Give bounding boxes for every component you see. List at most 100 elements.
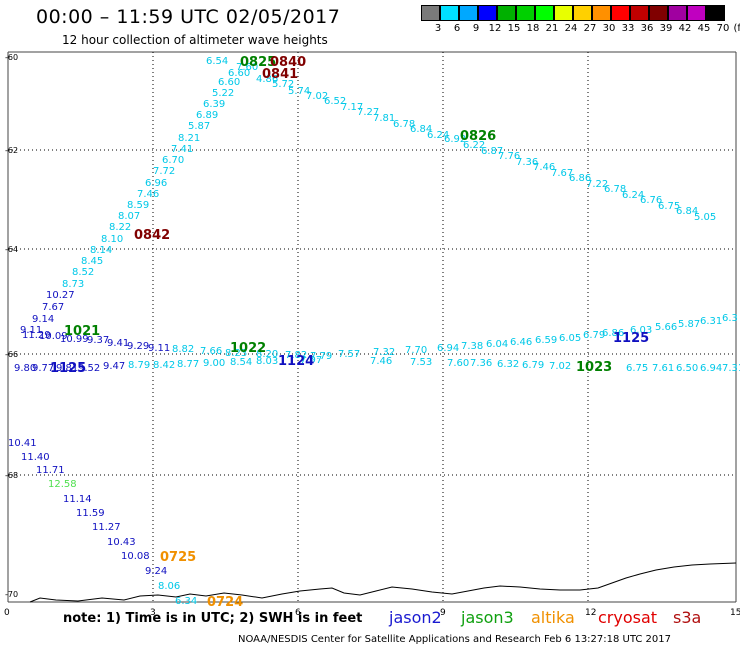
swh-value: 11.14 [63,494,92,505]
y-tick-label: -70 [5,590,18,599]
swh-value: 6.04 [486,339,508,350]
swh-values: 6.547.606.606.60 4.865.725.745.226.397.02… [8,56,740,607]
scale-swatch [554,5,573,21]
y-tick-label: -64 [5,245,18,254]
scale-label: 45 [697,23,711,34]
scale-label: 42 [678,23,692,34]
scale-swatch [706,5,725,21]
swh-value: 9.37 [87,335,109,346]
swh-value: 7.97 [300,355,322,366]
swh-value: 5.72 [272,79,294,90]
swh-value: 6.59 [535,335,557,346]
pass-time-label: 0841 [262,67,298,82]
units-note: note: 1) Time is in UTC; 2) SWH is in fe… [63,611,363,626]
x-tick-label: 9 [440,608,446,618]
pass-time-label: 0825 [240,55,276,70]
swh-value: 6.60 [228,68,250,79]
swh-value: 7.61 [652,363,674,374]
swh-value: 6.60 [218,77,240,88]
scale-label: 24 [564,23,578,34]
swh-value: 11.71 [36,465,65,476]
pass-time-label: 1021 [64,324,100,339]
scale-swatch [478,5,497,21]
swh-value: 7.82 [285,350,307,361]
scale-swatch [668,5,687,21]
scale-label: 21 [545,23,559,34]
x-tick-label: 6 [295,608,301,618]
swh-value: 5.66 [655,322,677,333]
swh-value: 7.66 [200,346,222,357]
scale-label: 39 [659,23,673,34]
swh-value: 7.38 [461,341,483,352]
swh-value: 9.41 [107,338,129,349]
swh-value: 8.14 [90,245,112,256]
swh-value: 6.31 [700,316,722,327]
swh-value: 9.80 [14,363,36,374]
swh-value: 5.74 [288,86,310,97]
swh-value: 8.73 [62,279,84,290]
swh-value: 8.59 [127,200,149,211]
scale-label: 30 [602,23,616,34]
swh-value: 6.3 [722,313,738,324]
swh-value: 6.24 [427,130,449,141]
scale-swatch [630,5,649,21]
swh-value: 6.54 [206,56,228,67]
swh-value: 7.46 [533,162,555,173]
pass-time-label: 0840 [270,55,306,70]
swh-value: 6.94 [700,363,722,374]
swh-value: 10.41 [8,438,37,449]
scale-label: 6 [453,23,461,34]
swh-value: 6.03 [630,325,652,336]
scale-label: 27 [583,23,597,34]
pass-time-label: 0826 [460,129,496,144]
swh-value: 8.06 [158,581,180,592]
swh-value: 7.76 [498,151,520,162]
swh-value: 9.77 [32,363,54,374]
coastline [29,562,737,603]
scale-swatch [649,5,668,21]
swh-value: 8.07 [118,211,140,222]
swh-value: 7.70 [405,345,427,356]
swh-value: 6.78 [604,184,626,195]
swh-value: 11.59 [76,508,105,519]
pass-time-label: 1124 [278,354,314,369]
swh-value: 6.75 [626,363,648,374]
swh-value: 7.31 [722,363,740,374]
y-tick-label: -62 [5,146,18,155]
legend-jason3: jason3 [461,608,514,627]
x-tick-label: 3 [150,608,156,618]
scale-swatch [611,5,630,21]
legend-cryosat: cryosat [598,608,658,627]
swh-value: 7.60 [447,358,469,369]
scale-swatch [459,5,478,21]
swh-value: 10.09 [39,331,68,342]
swh-value: 8.22 [109,222,131,233]
swh-value: 7.41 [171,144,193,155]
swh-value: 7.79 [310,351,332,362]
swh-value: 6.39 [203,99,225,110]
swh-value: 6.34 [175,596,197,607]
scale-swatch [592,5,611,21]
scale-label: 33 [621,23,635,34]
swh-value: 6.84 [676,206,698,217]
swh-value: 10.27 [46,290,75,301]
legend-s3a: s3a [673,608,702,627]
swh-value: 12.58 [48,479,77,490]
swh-value: 7.02 [306,91,328,102]
legend-altika: altika [531,608,575,627]
swh-value: 7.36 [470,358,492,369]
x-tick-label: 0 [4,608,10,618]
swh-value: 9.24 [145,566,167,577]
swh-value: 7.27 [357,107,379,118]
swh-value: 8.45 [81,256,103,267]
swh-value: 8.21 [178,133,200,144]
swh-value: 7.67 [42,302,64,313]
swh-value: 10.08 [121,551,150,562]
swh-value: 6.94 [437,343,459,354]
swh-value: 6.46 [510,337,532,348]
scale-swatch [421,5,440,21]
swh-value: 11.40 [21,452,50,463]
swh-value: 6.96 [145,178,167,189]
